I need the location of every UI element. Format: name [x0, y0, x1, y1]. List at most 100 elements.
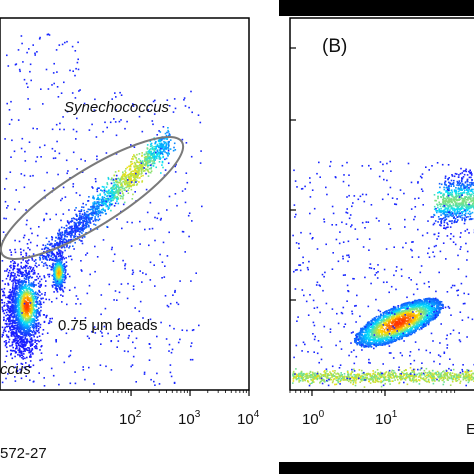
- prochlorococcus-dot: [30, 350, 32, 352]
- prochlorococcus-dot: [28, 238, 30, 241]
- synechococcus-dot: [128, 178, 130, 180]
- prochlorococcus-dot: [22, 347, 25, 350]
- beads-dot: [61, 278, 64, 281]
- noise-dot: [25, 281, 27, 283]
- synechococcus-dot: [107, 208, 110, 210]
- beads-dot: [54, 287, 57, 290]
- synechococcus-dot: [150, 166, 153, 169]
- prochlorococcus-dot: [12, 326, 14, 328]
- prochlorococcus-dot: [30, 282, 33, 284]
- prochlorococcus-dot: [17, 280, 19, 283]
- synechococcus-dot: [135, 178, 137, 180]
- noise-dot: [75, 303, 77, 305]
- prochlorococcus-dot: [28, 301, 30, 304]
- synechococcus-dot: [137, 166, 140, 169]
- prochlorococcus-dot: [9, 309, 12, 312]
- synechococcus-dot: [102, 200, 105, 202]
- synechococcus-dot: [70, 230, 72, 232]
- noise-dot: [170, 375, 173, 378]
- prochlorococcus-dot: [17, 294, 20, 297]
- noise-dot: [105, 365, 107, 368]
- beads-dot: [61, 266, 64, 269]
- synechococcus-dot: [158, 155, 160, 158]
- prochlorococcus-dot: [28, 365, 30, 367]
- noise-dot: [45, 316, 47, 319]
- beads-dot: [60, 274, 62, 277]
- prochlorococcus-dot: [29, 326, 31, 329]
- prochlorococcus-dot: [14, 355, 16, 358]
- synechococcus-dot: [75, 207, 77, 209]
- synechococcus-dot: [135, 170, 138, 172]
- prochlorococcus-dot: [20, 297, 23, 300]
- prochlorococcus-dot: [32, 339, 34, 342]
- prochlorococcus-dot: [11, 344, 13, 347]
- prochlorococcus-dot: [28, 259, 30, 261]
- synechococcus-dot: [114, 183, 116, 186]
- prochlorococcus-dot: [5, 342, 7, 344]
- prochlorococcus-dot: [45, 298, 47, 301]
- prochlorococcus-dot: [38, 300, 41, 302]
- noise-dot: [199, 121, 202, 124]
- synechococcus-dot: [140, 166, 143, 169]
- synechococcus-dot: [109, 197, 112, 200]
- synechococcus-dot: [165, 148, 168, 150]
- prochlorococcus-dot: [12, 287, 14, 290]
- prochlorococcus-dot: [36, 330, 38, 333]
- synechococcus-dot: [133, 174, 136, 176]
- synechococcus-dot: [133, 173, 136, 175]
- synechococcus-dot: [143, 159, 146, 162]
- noise-dot: [43, 219, 45, 222]
- prochlorococcus-dot: [16, 342, 19, 345]
- noise-dot: [74, 74, 76, 77]
- prochlorococcus-dot: [41, 333, 44, 335]
- synechococcus-dot: [147, 162, 149, 164]
- prochlorococcus-dot: [17, 335, 20, 337]
- synechococcus-dot: [53, 255, 56, 257]
- synechococcus-dot: [44, 244, 47, 247]
- noise-dot: [191, 358, 194, 361]
- noise-dot: [34, 54, 36, 56]
- prochlorococcus-dot: [32, 319, 35, 322]
- synechococcus-dot: [161, 164, 163, 166]
- prochlorococcus-dot: [32, 296, 34, 299]
- synechococcus-dot: [58, 228, 61, 231]
- prochlorococcus-dot: [32, 293, 34, 295]
- noise-dot: [107, 332, 109, 335]
- prochlorococcus-dot: [30, 266, 32, 269]
- prochlorococcus-dot: [21, 306, 24, 308]
- prochlorococcus-dot: [1, 280, 4, 282]
- noise-dot: [96, 256, 99, 258]
- prochlorococcus-dot: [20, 377, 23, 380]
- synechococcus-dot: [153, 160, 155, 163]
- prochlorococcus-dot: [35, 279, 38, 281]
- prochlorococcus-dot: [17, 342, 20, 345]
- synechococcus-dot: [92, 209, 94, 212]
- synechococcus-dot: [145, 164, 147, 167]
- synechococcus-dot: [82, 217, 84, 219]
- prochlorococcus-dot: [18, 351, 21, 353]
- prochlorococcus-dot: [3, 340, 6, 343]
- noise-dot: [77, 68, 80, 71]
- synechococcus-dot: [48, 248, 50, 251]
- synechococcus-dot: [113, 187, 115, 190]
- population-dot: [396, 310, 398, 313]
- synechococcus-dot: [130, 179, 132, 182]
- synechococcus-dot: [76, 219, 78, 222]
- prochlorococcus-dot: [7, 319, 10, 321]
- synechococcus-dot: [126, 184, 129, 186]
- prochlorococcus-partial-label: ccus: [0, 361, 31, 378]
- prochlorococcus-dot: [27, 291, 30, 294]
- prochlorococcus-dot: [26, 294, 28, 296]
- prochlorococcus-dot: [14, 251, 17, 254]
- beads-dot: [61, 281, 63, 284]
- noise-dot: [109, 121, 112, 124]
- synechococcus-dot: [140, 167, 142, 170]
- synechococcus-dot: [167, 127, 169, 129]
- panel-a-x-tick-label: 102: [119, 409, 142, 428]
- prochlorococcus-dot: [28, 300, 31, 303]
- noise-dot: [118, 334, 120, 336]
- synechococcus-dot: [110, 178, 112, 181]
- prochlorococcus-dot: [25, 341, 27, 344]
- prochlorococcus-dot: [13, 339, 16, 342]
- population-dot: [397, 306, 399, 309]
